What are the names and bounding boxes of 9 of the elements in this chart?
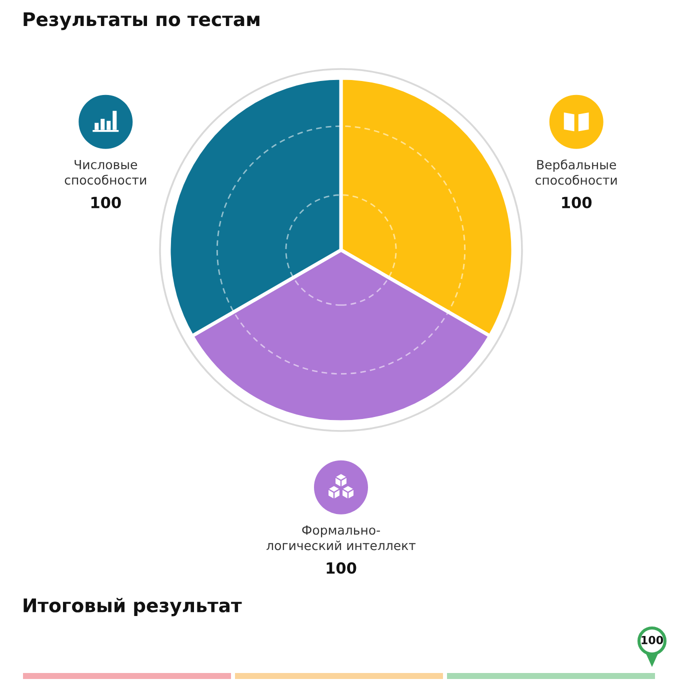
data-label: 100 bbox=[326, 562, 356, 574]
chart-title: Результаты по тестам bbox=[24, 12, 260, 30]
slice-label: Вербальные способности bbox=[536, 159, 617, 185]
slice-label: Числовые способности bbox=[64, 160, 146, 185]
slice-label: Формально- логический интеллект bbox=[266, 525, 416, 550]
text: Итоговый результат bbox=[24, 598, 242, 616]
data-label: 100 bbox=[642, 636, 664, 644]
data-label: 100 bbox=[91, 196, 121, 208]
data-label: 100 bbox=[562, 196, 592, 208]
